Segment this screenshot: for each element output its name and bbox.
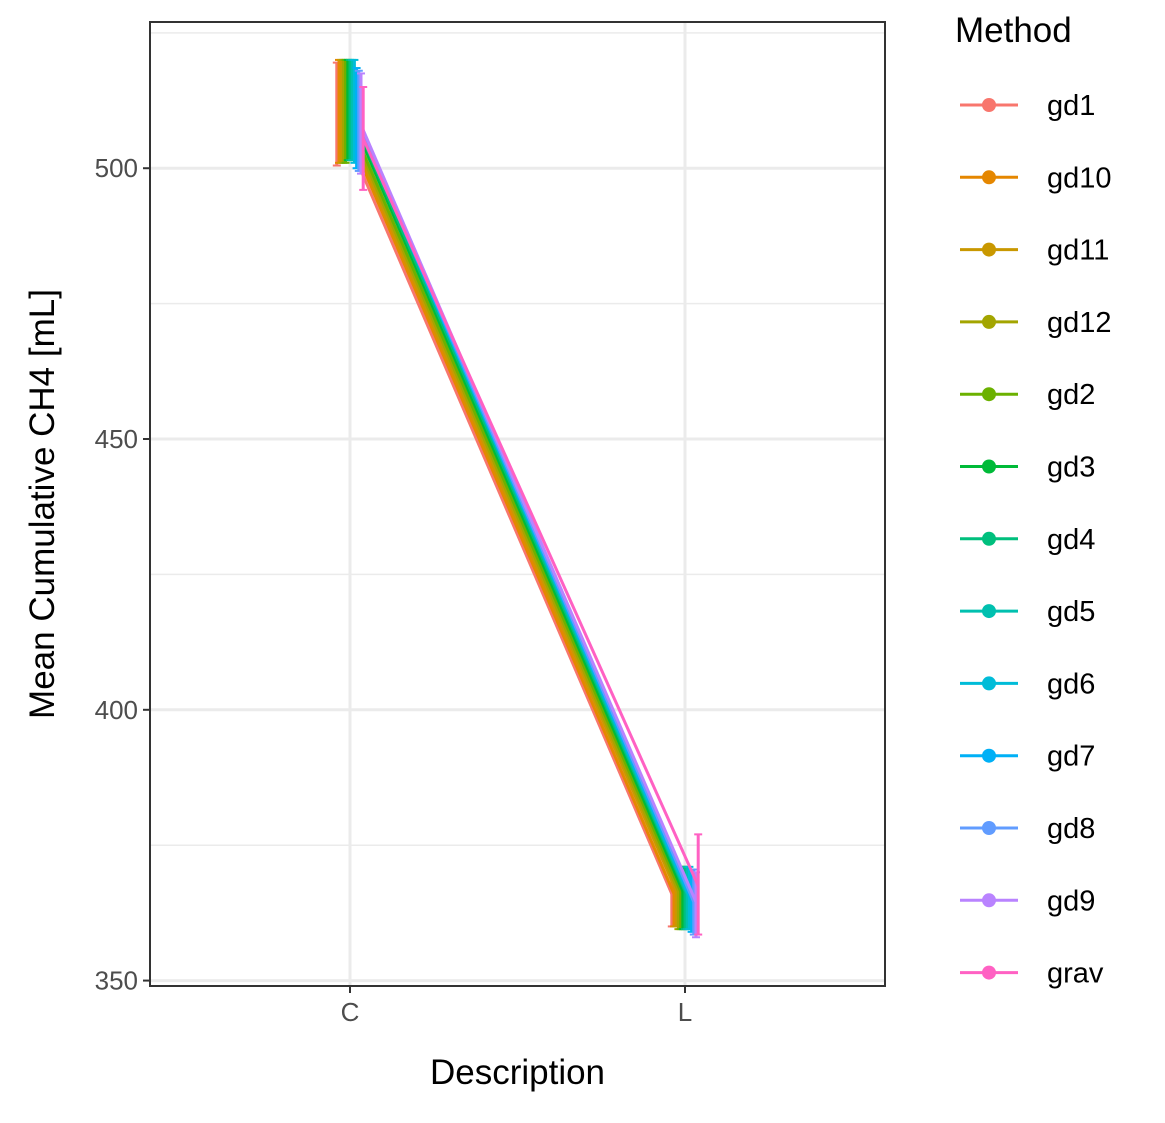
legend-key-point: [982, 893, 996, 908]
legend-label: gd11: [1047, 235, 1109, 267]
legend-label: gd10: [1047, 162, 1112, 194]
legend-item-gd7: gd7: [960, 741, 1095, 773]
y-tick-label: 400: [95, 695, 138, 725]
x-tick-label: L: [678, 997, 692, 1027]
legend-item-gd6: gd6: [960, 668, 1095, 700]
x-tick-label: C: [341, 997, 360, 1027]
y-tick-label: 450: [95, 424, 138, 454]
legend-key-point: [982, 170, 996, 185]
legend-label: grav: [1047, 958, 1104, 990]
x-axis-title: Description: [430, 1053, 605, 1092]
panel-border: [149, 21, 886, 987]
legend-item-gd9: gd9: [960, 885, 1095, 917]
series-line-gd1: [335, 113, 674, 895]
grid: [150, 22, 885, 986]
legend-item-gd1: gd1: [960, 90, 1095, 122]
legend-item-gd11: gd11: [960, 235, 1109, 267]
legend-key-point: [982, 314, 996, 329]
legend-key-point: [982, 387, 996, 402]
legend-key-point: [982, 604, 996, 619]
legend-label: gd12: [1047, 307, 1112, 339]
legend-label: gd1: [1047, 90, 1095, 122]
legend-item-gd10: gd10: [960, 162, 1112, 194]
legend-label: gd7: [1047, 741, 1095, 773]
legend-key-point: [982, 459, 996, 474]
series-line-gd12: [342, 110, 680, 892]
legend-label: gd2: [1047, 379, 1095, 411]
legend-key-point: [982, 98, 996, 112]
legend-label: gd9: [1047, 885, 1095, 917]
legend-key-point: [982, 531, 996, 546]
legend-key-point: [982, 242, 996, 257]
series-line-gd11: [339, 110, 678, 892]
legend-item-gd4: gd4: [960, 524, 1095, 556]
legend-item-grav: grav: [960, 958, 1104, 990]
legend-item-gd5: gd5: [960, 596, 1095, 628]
legend-title: Method: [955, 11, 1072, 50]
legend-items: gd1 gd10 gd11 gd12 gd2 gd3 gd4 gd5 gd6 gd7 gd8 gd9 g…: [960, 90, 1112, 990]
series-grav: [359, 85, 703, 936]
legend-key-point: [982, 676, 996, 691]
legend-key-point: [982, 821, 996, 835]
series-line-gd10: [337, 110, 676, 895]
y-axis-title: Mean Cumulative CH4 [mL]: [23, 289, 62, 719]
legend-key-point: [982, 965, 996, 980]
series-line-grav: [361, 137, 700, 887]
legend-item-gd3: gd3: [960, 452, 1095, 484]
legend-item-gd8: gd8: [960, 813, 1095, 845]
axes: 350 400 450 500 C L: [95, 153, 693, 1027]
y-tick-label: 500: [95, 153, 138, 183]
legend-label: gd4: [1047, 524, 1095, 556]
legend-label: gd5: [1047, 596, 1095, 628]
series-line-gd3: [346, 108, 685, 892]
legend-item-gd2: gd2: [960, 379, 1095, 411]
legend-item-gd12: gd12: [960, 307, 1112, 339]
legend-key-point: [982, 748, 996, 763]
legend-label: gd6: [1047, 668, 1095, 700]
legend-label: gd8: [1047, 813, 1095, 845]
y-tick-label: 350: [95, 966, 138, 996]
legend-label: gd3: [1047, 452, 1095, 484]
series-layer: [332, 58, 703, 939]
legend: Method gd1 gd10 gd11 gd12 gd2 gd3 gd4 gd5 gd6 gd7…: [955, 11, 1112, 990]
series-line-gd2: [344, 110, 682, 892]
